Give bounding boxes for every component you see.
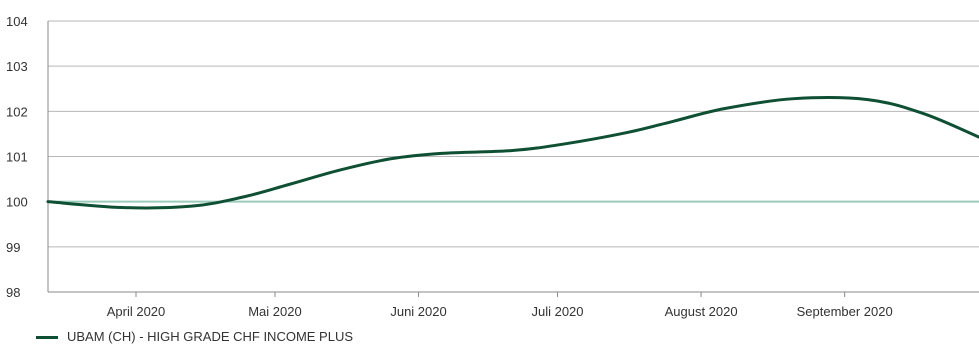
- series-lines: [46, 96, 979, 210]
- line-chart: 98 99 100 101 102 103 104 April 2020 Mai 2020 Ju…: [6, 14, 979, 319]
- axes: [47, 21, 979, 297]
- series-line: [46, 96, 979, 210]
- gridlines: [48, 20, 979, 248]
- y-axis-tick-labels: 98 99 100 101 102 103 104: [6, 14, 28, 300]
- y-tick-label: 104: [6, 14, 28, 29]
- legend: UBAM (CH) - HIGH GRADE CHF INCOME PLUS: [36, 330, 353, 344]
- x-tick-label: September 2020: [797, 304, 893, 319]
- x-tick-label: April 2020: [107, 304, 166, 319]
- y-tick-label: 102: [6, 104, 28, 119]
- y-tick-label: 98: [6, 285, 20, 300]
- x-axis-tick-labels: April 2020 Mai 2020 Juni 2020 Juli 2020 Augu…: [107, 304, 893, 319]
- legend-label: UBAM (CH) - HIGH GRADE CHF INCOME PLUS: [67, 329, 354, 344]
- x-tick-label: August 2020: [665, 304, 738, 319]
- y-tick-label: 100: [6, 195, 28, 210]
- x-tick-label: Juni 2020: [390, 304, 446, 319]
- legend-swatch: [36, 335, 58, 339]
- y-tick-label: 99: [6, 240, 20, 255]
- x-tick-label: Juli 2020: [531, 304, 583, 319]
- x-tick-label: Mai 2020: [248, 304, 301, 319]
- y-tick-label: 101: [6, 150, 28, 165]
- y-tick-label: 103: [6, 59, 28, 74]
